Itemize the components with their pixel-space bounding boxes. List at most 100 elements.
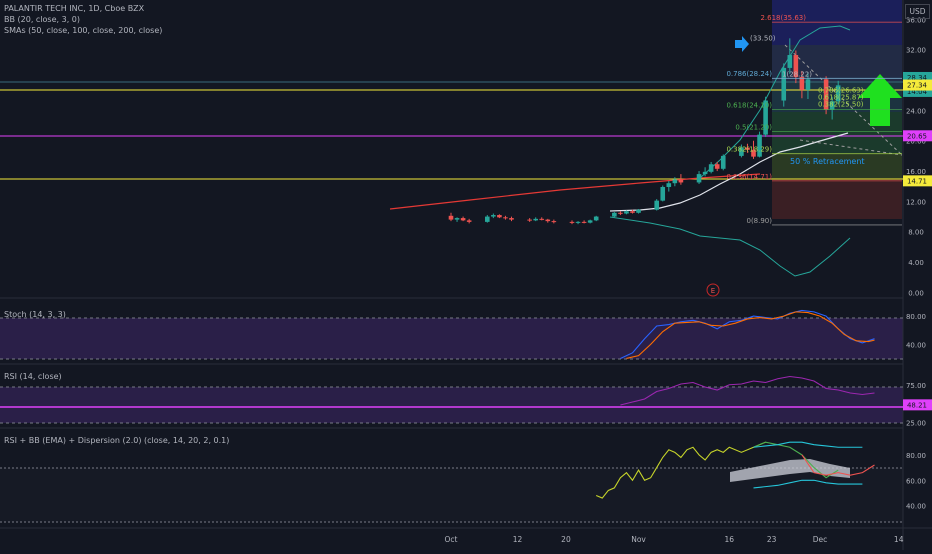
candle-body-31 xyxy=(708,164,714,172)
price-tick-5: 20.00 xyxy=(906,138,926,146)
pane1-tick-0: 40.00 xyxy=(906,341,926,349)
price-tag-bg-1 xyxy=(903,85,932,97)
candle-body-8 xyxy=(509,218,514,220)
pane1-tick-1: 80.00 xyxy=(906,313,926,321)
candle-body-14 xyxy=(569,221,575,223)
pane3-tick-1: 60.00 xyxy=(906,477,926,485)
pane3-tick-0: 40.00 xyxy=(906,503,926,511)
price-tag-1: 14:04 xyxy=(907,88,928,96)
candle-body-7 xyxy=(503,217,508,219)
candle-body-20 xyxy=(618,212,623,214)
fib-label-5: 0.382(18.29) xyxy=(726,146,772,154)
pane1-series-0 xyxy=(620,309,875,359)
price-tag-bg-4 xyxy=(903,175,932,187)
candle-body-30 xyxy=(702,171,708,175)
price-tick-8: 32.00 xyxy=(906,47,926,55)
price-tag-bg-3 xyxy=(903,130,932,142)
pane2-tick-0: 25.00 xyxy=(906,419,926,427)
price-tag-3: 20.65 xyxy=(907,132,927,140)
candle-body-5 xyxy=(491,215,496,217)
fib-label-4: 0.5(21.20) xyxy=(735,124,772,132)
symbol-title: PALANTIR TECH INC, 1D, Cboe BZX xyxy=(4,4,145,13)
up-arrow-annotation xyxy=(858,74,902,126)
candle-body-11 xyxy=(539,218,545,220)
price-tag-bg-0 xyxy=(903,71,932,83)
time-tick-7: 14 xyxy=(894,535,904,544)
candle-body-16 xyxy=(581,221,587,223)
time-tick-2: 20 xyxy=(561,535,571,544)
candle-body-15 xyxy=(575,221,581,223)
price-tick-6: 24.00 xyxy=(906,107,926,115)
candle-body-37 xyxy=(757,134,762,157)
candle-body-43 xyxy=(805,79,811,90)
fib-inner-label-1: 0.618(25.87) xyxy=(818,93,864,101)
time-tick-3: Nov xyxy=(631,535,646,544)
candle-body-0 xyxy=(448,215,454,220)
fib-inner-label-2: 0.382(25.50) xyxy=(818,100,864,108)
price-tag-bg-2 xyxy=(903,79,932,91)
rsi-bb-legend: RSI + BB (EMA) + Dispersion (2.0) (close… xyxy=(4,436,230,445)
earnings-marker-label: E xyxy=(711,287,715,295)
candle-body-3 xyxy=(466,220,472,222)
candle-body-22 xyxy=(630,211,635,213)
time-tick-4: 16 xyxy=(725,535,735,544)
candle-body-21 xyxy=(624,211,629,214)
time-tick-6: Dec xyxy=(813,535,828,544)
pane1-series-1 xyxy=(626,311,875,360)
earnings-marker[interactable] xyxy=(706,283,720,297)
candle-body-10 xyxy=(533,218,538,221)
candle-body-38 xyxy=(763,100,768,135)
fib-label-0: 2.618(35.63) xyxy=(760,14,806,22)
pane2-series-0 xyxy=(620,375,875,406)
trendline-red xyxy=(389,173,761,210)
candle-body-40 xyxy=(787,55,793,68)
pane3-series-2 xyxy=(801,454,875,476)
candle-body-39 xyxy=(781,67,787,101)
candle-body-23 xyxy=(636,209,641,213)
fib-label-7: 0(8.90) xyxy=(746,217,772,225)
candle-body-28 xyxy=(678,179,684,183)
candle-body-32 xyxy=(714,164,720,169)
time-tick-5: 23 xyxy=(767,535,777,544)
candle-body-24 xyxy=(654,200,659,210)
rsi-legend: RSI (14, close) xyxy=(4,372,62,381)
time-tick-0: Oct xyxy=(445,535,458,544)
candle-body-26 xyxy=(666,183,672,187)
pane3-series-1 xyxy=(753,441,839,479)
candle-body-34 xyxy=(739,147,744,156)
stoch-legend: Stoch (14, 3, 3) xyxy=(4,310,66,319)
price-tick-4: 16.00 xyxy=(906,168,926,176)
pane3-series-4 xyxy=(753,479,863,489)
candle-body-18 xyxy=(593,216,599,221)
candle-body-36 xyxy=(751,149,756,157)
retracement-label: 50 % Retracement xyxy=(790,157,865,166)
price-tag-0: 28.34 xyxy=(907,74,928,82)
fib-label-6: 0.236(14.71) xyxy=(726,173,772,181)
candle-body-6 xyxy=(497,215,502,218)
price-tag-2: 27.34 xyxy=(907,82,928,90)
indicator-sma: SMAs (50, close, 100, close, 200, close) xyxy=(4,26,163,35)
candle-body-2 xyxy=(460,218,466,221)
fib-label-3: 0.618(24.10) xyxy=(726,102,772,110)
bb-upper xyxy=(699,25,851,179)
time-tick-1: 12 xyxy=(513,535,523,544)
currency-badge[interactable]: USD xyxy=(905,4,930,19)
candle-body-41 xyxy=(793,55,799,78)
pane3-tick-2: 80.00 xyxy=(906,452,926,460)
arrow-price-label: (33.50) xyxy=(750,34,776,42)
price-tick-2: 8.00 xyxy=(908,229,924,237)
candle-body-27 xyxy=(672,179,678,184)
candle-body-9 xyxy=(527,219,532,221)
fib-zone-5 xyxy=(772,153,902,179)
rsi-band xyxy=(0,387,903,423)
candle-body-13 xyxy=(551,221,557,223)
rsi-value-tag-bg xyxy=(903,399,932,411)
candle-body-19 xyxy=(612,212,617,217)
price-tick-9: 36.00 xyxy=(906,16,926,24)
price-tick-1: 4.00 xyxy=(908,259,924,267)
fib-inner-label-0: 0.786(26.63) xyxy=(818,87,864,95)
bb-lower xyxy=(609,216,851,277)
pane3-series-3 xyxy=(753,441,863,448)
